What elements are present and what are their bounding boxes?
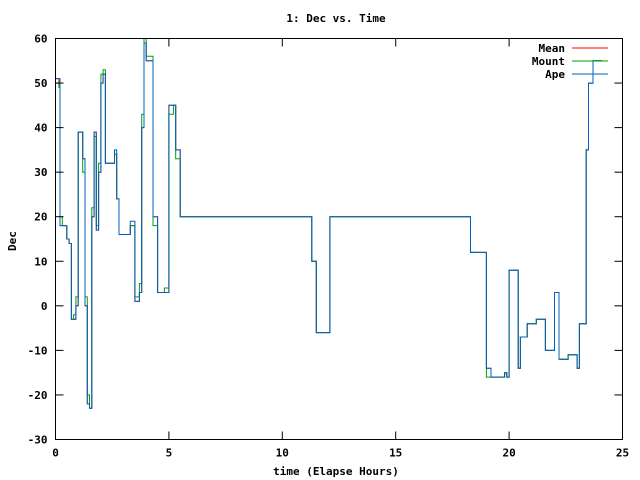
y-tick-label: -10 bbox=[28, 344, 48, 357]
plot-frame bbox=[55, 38, 623, 440]
x-tick-label: 10 bbox=[276, 447, 289, 460]
legend-label-mount: Mount bbox=[532, 55, 565, 68]
x-tick-label: 20 bbox=[502, 447, 515, 460]
y-axis-label: Dec bbox=[6, 231, 19, 251]
series-line-ape bbox=[55, 42, 603, 409]
y-tick-label: -20 bbox=[28, 389, 48, 402]
x-axis: 0 5 10 15 20 25 bbox=[52, 38, 629, 460]
x-tick-label: 25 bbox=[616, 447, 629, 460]
y-tick-label: 0 bbox=[41, 300, 48, 313]
x-tick-label: 15 bbox=[389, 447, 402, 460]
y-tick-label: -30 bbox=[28, 434, 48, 447]
series-layer bbox=[55, 38, 603, 409]
y-axis: -30 -20 -10 0 10 20 30 40 50 60 bbox=[28, 33, 623, 447]
y-tick-label: 30 bbox=[34, 166, 47, 179]
chart-title: 1: Dec vs. Time bbox=[286, 12, 386, 25]
y-tick-label: 20 bbox=[34, 211, 47, 224]
y-tick-label: 60 bbox=[34, 33, 47, 46]
y-tick-label: 50 bbox=[34, 77, 47, 90]
legend-label-ape: Ape bbox=[545, 68, 565, 81]
y-tick-label: 40 bbox=[34, 122, 47, 135]
x-axis-label: time (Elapse Hours) bbox=[273, 465, 399, 478]
x-tick-label: 5 bbox=[166, 447, 173, 460]
y-tick-label: 10 bbox=[34, 255, 47, 268]
legend-label-mean: Mean bbox=[539, 42, 566, 55]
x-tick-label: 0 bbox=[52, 447, 59, 460]
